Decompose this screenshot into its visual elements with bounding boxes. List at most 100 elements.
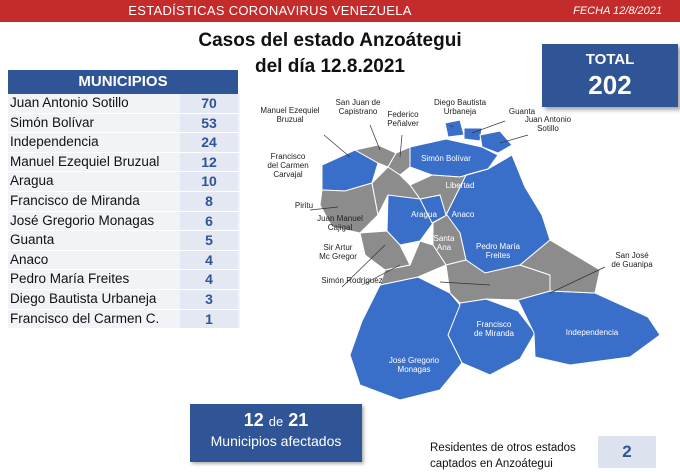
map-label-line: Diego Bautista xyxy=(434,98,487,107)
residents-value: 2 xyxy=(598,436,656,468)
map-label-line: Guanta xyxy=(509,107,536,116)
municipio-cases: 24 xyxy=(180,133,238,152)
map-label-line: Ana xyxy=(437,243,452,252)
map-label-line: Francisco xyxy=(271,152,306,161)
municipio-name: Anaco xyxy=(10,251,49,267)
map-label-diego-bautista-urbaneja: Diego Bautista Urbaneja xyxy=(434,98,487,116)
anzoategui-map: Manuel Ezequiel Bruzual San Juan de Capistr… xyxy=(260,98,661,401)
map-label-line: San Juan de xyxy=(336,98,381,107)
map-label-federico-penalver: Federico Peñalver xyxy=(387,110,419,128)
table-row: Anaco 4 xyxy=(8,250,240,271)
map-label-line: José Gregorio xyxy=(389,356,440,365)
table-row: Juan Antonio Sotillo 70 xyxy=(8,94,240,114)
map-label-line: Peñalver xyxy=(387,119,419,128)
header-bar: ESTADÍSTICAS CORONAVIRUS VENEZUELA FECHA… xyxy=(0,0,680,22)
municipio-cases: 3 xyxy=(180,289,238,309)
table-row: Francisco de Miranda 8 xyxy=(8,191,240,212)
municipios-table: MUNICIPIOS Juan Antonio Sotillo 70 Simón B… xyxy=(8,70,240,330)
map-label-lines xyxy=(309,120,606,294)
map-label-aragua: Aragua xyxy=(411,210,437,219)
municipio-name: Manuel Ezequiel Bruzual xyxy=(10,153,160,169)
map-label-line: Sir Artur xyxy=(324,243,353,252)
map-label-line: Federico xyxy=(387,110,419,119)
map-label-anaco: Anaco xyxy=(452,210,475,219)
region-sir-artur-mc-gregor xyxy=(379,240,447,286)
map-label-line: de Miranda xyxy=(474,329,515,338)
map-label-jose-gregorio-monagas: José Gregorio Monagas xyxy=(389,356,440,374)
map-label-manuel-ezequiel-bruzual: Manuel Ezequiel Bruzual xyxy=(260,106,319,124)
affected-count: 12 xyxy=(243,410,264,430)
map-label-pedro-maria-freites: Pedro María Freites xyxy=(476,242,521,260)
main-title-line2: del día 12.8.2021 xyxy=(255,56,405,77)
affected-box: 12 de 21 Municipios afectados xyxy=(190,404,362,462)
map-label-line: Mc Gregor xyxy=(319,252,357,261)
map-label-simon-bolivar: Simón Bolívar xyxy=(421,154,471,163)
map-label-santa-ana: Santa Ana xyxy=(434,234,455,252)
municipio-cases: 4 xyxy=(180,250,238,270)
map-label-line: Bruzual xyxy=(276,115,303,124)
municipio-name: José Gregorio Monagas xyxy=(10,212,155,228)
municipios-rows: Juan Antonio Sotillo 70 Simón Bolívar 53 Ind… xyxy=(8,94,240,330)
municipio-cases: 10 xyxy=(180,172,238,191)
region-juan-antonio-sotillo xyxy=(479,130,513,154)
map-label-line: Freites xyxy=(486,251,510,260)
region-san-jose-de-guanipa xyxy=(518,239,601,294)
map-label-guanta: Guanta xyxy=(509,107,536,116)
map-label-line: Santa xyxy=(434,234,455,243)
municipio-name: Francisco del Carmen C. xyxy=(10,310,160,326)
table-row: Guanta 5 xyxy=(8,231,240,251)
municipio-cases: 5 xyxy=(180,231,238,250)
map-label-line: Simón Bolívar xyxy=(421,154,471,163)
map-label-line: Sotillo xyxy=(537,124,559,133)
map-label-piritu: Piritu xyxy=(295,201,313,210)
table-row: Diego Bautista Urbaneja 3 xyxy=(8,289,240,310)
map-label-line: Anaco xyxy=(452,210,475,219)
affected-total: 21 xyxy=(288,410,309,430)
table-row: José Gregorio Monagas 6 xyxy=(8,211,240,232)
map-label-line: Simón Rodriguez xyxy=(321,276,382,285)
region-guanta xyxy=(463,127,483,142)
map-label-san-jose-de-guanipa: San José de Guanipa xyxy=(611,251,653,269)
region-diego-bautista-urbaneja xyxy=(444,119,465,138)
total-box: TOTAL 202 xyxy=(542,44,678,107)
map-label-line: Manuel Ezequiel xyxy=(260,106,319,115)
map-label-line: de Guanipa xyxy=(611,260,653,269)
map-label-san-juan-capistrano: San Juan de Capistrano xyxy=(336,98,381,116)
municipios-header: MUNICIPIOS xyxy=(8,70,238,94)
header-title: ESTADÍSTICAS CORONAVIRUS VENEZUELA xyxy=(128,3,412,18)
table-row: Simón Bolívar 53 xyxy=(8,113,240,134)
map-label-line: Capistrano xyxy=(339,107,378,116)
map-label-simon-rodriguez: Simón Rodriguez xyxy=(321,276,382,285)
region-piritu xyxy=(371,166,422,217)
municipio-cases: 6 xyxy=(180,211,238,231)
table-row: Francisco del Carmen C. 1 xyxy=(8,309,240,330)
residents-label: Residentes de otros estados captados en … xyxy=(430,442,576,470)
map-label-line: Libertad xyxy=(446,181,475,190)
map-label-line: Piritu xyxy=(295,201,313,210)
map-labels: Manuel Ezequiel Bruzual San Juan de Capistr… xyxy=(260,98,653,374)
map-label-libertad: Libertad xyxy=(446,181,475,190)
municipio-name: Guanta xyxy=(10,232,55,248)
municipio-name: Aragua xyxy=(10,173,54,189)
total-value: 202 xyxy=(588,70,632,100)
municipio-name: Simón Bolívar xyxy=(10,114,95,130)
municipio-name: Pedro María Freites xyxy=(10,271,130,287)
map-label-line: del Carmen xyxy=(267,161,308,170)
region-federico-penalver xyxy=(387,146,411,176)
table-row: Independencia 24 xyxy=(8,133,240,153)
map-label-juan-antonio-sotillo: Juan Antonio Sotillo xyxy=(525,115,572,133)
map-label-line: Juan Antonio xyxy=(525,115,572,124)
municipio-name: Independencia xyxy=(10,134,99,150)
map-label-line: San José xyxy=(615,251,649,260)
map-label-juan-manuel-cajigal: Juan Manuel Cajigal xyxy=(317,214,363,232)
municipio-cases: 4 xyxy=(180,270,238,289)
map-label-line: Juan Manuel xyxy=(317,214,363,223)
map-label-line: Urbaneja xyxy=(444,107,477,116)
map-label-francisco-del-carmen-carvajal: Francisco del Carmen Carvajal xyxy=(267,152,308,179)
map-label-francisco-de-miranda: Francisco de Miranda xyxy=(474,320,515,338)
municipio-cases: 70 xyxy=(180,94,238,113)
map-label-line: Francisco xyxy=(477,320,512,329)
municipio-cases: 1 xyxy=(180,309,238,329)
municipio-cases: 12 xyxy=(180,152,238,172)
municipio-name: Francisco de Miranda xyxy=(10,192,140,208)
